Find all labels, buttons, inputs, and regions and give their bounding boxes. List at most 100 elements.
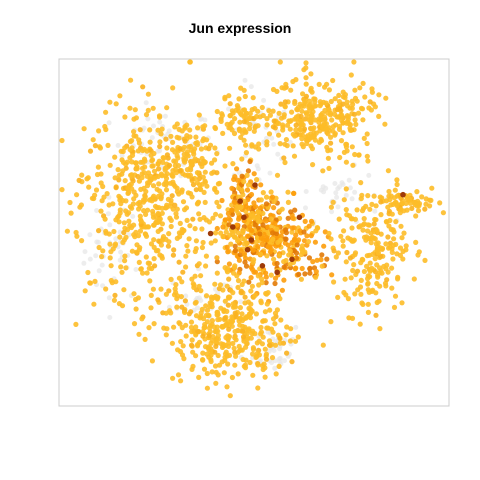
data-point	[155, 297, 161, 303]
data-point	[399, 235, 405, 241]
data-point	[166, 162, 173, 168]
data-point	[236, 318, 242, 324]
data-point	[105, 142, 111, 148]
data-point	[215, 294, 221, 300]
data-point	[235, 210, 241, 216]
data-point	[192, 226, 198, 232]
data-point	[214, 259, 220, 265]
data-point	[394, 177, 400, 183]
high-expression-point	[230, 224, 236, 230]
data-point	[220, 287, 226, 293]
data-point	[374, 228, 380, 234]
data-point	[306, 255, 312, 261]
data-point	[137, 213, 143, 219]
data-point	[277, 208, 283, 214]
data-point	[179, 187, 185, 193]
background-point	[96, 268, 102, 274]
data-point	[128, 181, 134, 187]
background-point	[277, 355, 283, 361]
background-point	[267, 170, 273, 176]
data-point	[276, 110, 282, 116]
data-point	[246, 279, 252, 285]
data-point	[383, 283, 389, 289]
data-point	[305, 239, 312, 245]
data-point	[193, 324, 199, 330]
data-point	[74, 192, 80, 198]
data-point	[247, 315, 254, 321]
data-point	[196, 112, 202, 118]
data-point	[155, 228, 161, 234]
data-point	[217, 213, 224, 219]
data-point	[397, 210, 403, 216]
data-point	[180, 343, 186, 349]
data-point	[200, 333, 206, 339]
data-point	[285, 199, 291, 205]
data-point	[281, 264, 287, 270]
data-point	[213, 211, 219, 217]
data-point	[295, 334, 301, 340]
data-point	[323, 126, 329, 132]
data-point	[195, 125, 201, 131]
data-point	[322, 114, 328, 120]
data-point	[142, 194, 148, 200]
data-point	[260, 112, 266, 119]
data-point	[174, 304, 180, 310]
data-point	[398, 223, 404, 229]
data-point	[181, 155, 187, 161]
data-point	[119, 303, 126, 309]
data-point	[145, 207, 151, 213]
data-point	[272, 342, 279, 348]
data-point	[253, 123, 259, 129]
data-point	[120, 239, 126, 245]
data-point	[93, 187, 100, 193]
data-point	[163, 332, 169, 338]
data-point	[232, 328, 238, 335]
data-point	[275, 239, 281, 245]
background-point	[183, 293, 189, 299]
data-point	[196, 176, 202, 182]
data-point	[148, 305, 154, 311]
data-point	[215, 332, 221, 339]
data-point	[242, 300, 248, 306]
data-point	[201, 136, 207, 142]
data-point	[293, 77, 299, 83]
background-point	[343, 192, 349, 198]
data-point	[151, 237, 157, 243]
data-point	[264, 237, 270, 243]
data-point	[87, 148, 94, 154]
data-point	[314, 225, 320, 231]
data-point	[232, 174, 238, 180]
data-point	[59, 187, 65, 193]
data-point	[321, 243, 327, 249]
data-point	[175, 372, 182, 378]
data-point	[391, 236, 397, 242]
data-point	[367, 99, 373, 105]
data-point	[318, 116, 324, 122]
data-point	[338, 138, 345, 144]
data-point	[352, 252, 358, 258]
data-point	[193, 238, 199, 244]
data-point	[189, 329, 195, 335]
data-point	[413, 213, 419, 219]
data-point	[246, 326, 252, 332]
data-point	[224, 267, 230, 273]
data-point	[163, 136, 169, 142]
data-point	[283, 137, 289, 143]
data-point	[131, 321, 138, 327]
data-point	[369, 201, 375, 207]
data-point	[124, 159, 130, 165]
data-point	[367, 268, 373, 274]
data-point	[359, 106, 366, 112]
data-point	[214, 189, 220, 195]
data-point	[215, 181, 221, 187]
data-point	[328, 134, 334, 140]
data-point	[292, 207, 298, 213]
data-point	[394, 251, 400, 257]
data-point	[227, 125, 234, 131]
data-point	[264, 116, 270, 122]
data-point	[195, 328, 201, 334]
data-point	[250, 351, 256, 357]
data-point	[213, 380, 219, 386]
data-point	[279, 287, 285, 293]
data-point	[177, 220, 183, 226]
